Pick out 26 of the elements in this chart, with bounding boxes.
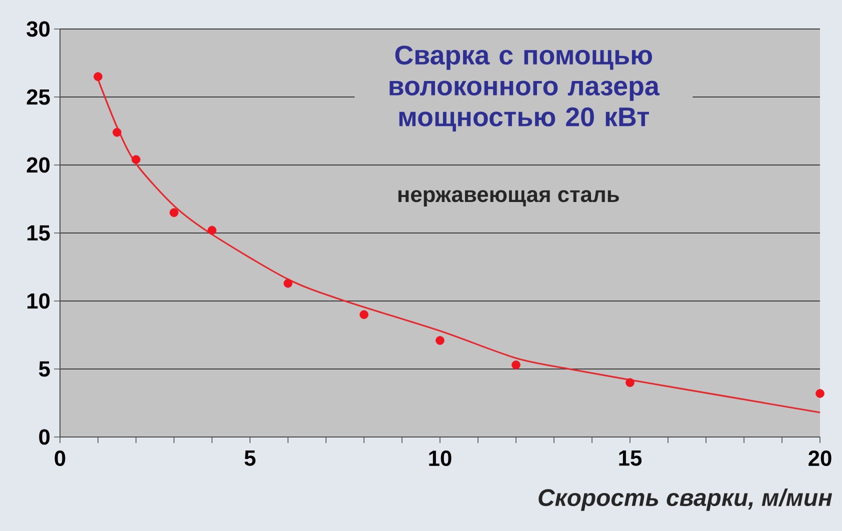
point bbox=[112, 128, 122, 137]
point bbox=[816, 389, 824, 398]
point bbox=[132, 155, 140, 164]
point bbox=[94, 72, 102, 81]
x-axis-title: Скорость сварки, м/мин bbox=[538, 488, 832, 511]
point bbox=[284, 278, 292, 288]
x-tick-label: 15 bbox=[619, 450, 642, 466]
x-tick-label: 0 bbox=[54, 450, 66, 466]
point bbox=[360, 310, 368, 319]
x-tick-label: 10 bbox=[429, 450, 452, 466]
point bbox=[170, 208, 178, 217]
y-tick-label: 5 bbox=[38, 361, 50, 377]
point bbox=[626, 378, 634, 387]
y-tick-label: 20 bbox=[26, 157, 50, 173]
point bbox=[512, 360, 520, 370]
text: Сварка с помощью волоконного лазера мощностью 20 кВт bbox=[390, 46, 660, 132]
point bbox=[436, 336, 444, 345]
x-tick-label: 5 bbox=[244, 450, 256, 466]
y-tick-label: 10 bbox=[27, 293, 50, 309]
y-tick-label: 25 bbox=[26, 89, 50, 105]
y-tick-label: 30 bbox=[26, 21, 50, 37]
annotation: нержавеющая сталь bbox=[398, 190, 619, 206]
y-tick-label: 0 bbox=[39, 429, 50, 445]
point bbox=[208, 226, 216, 235]
y-tick-label: 15 bbox=[27, 225, 50, 241]
x-tick-label: 20 bbox=[808, 450, 832, 466]
